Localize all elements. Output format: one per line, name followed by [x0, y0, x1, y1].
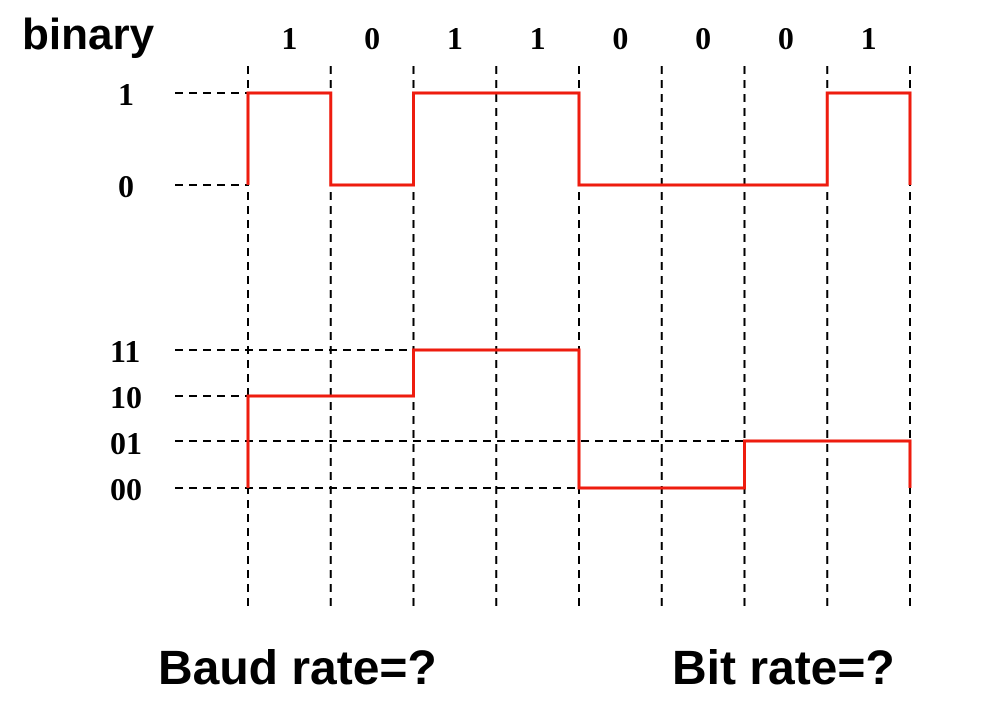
quaternary-level-label-01: 01 — [110, 425, 142, 461]
quaternary-levels: 11 10 01 00 — [110, 333, 910, 507]
quaternary-waveform — [246, 348, 912, 490]
quaternary-guide-lines — [175, 349, 910, 489]
binary-levels: 1 0 — [118, 76, 248, 204]
quaternary-level-label-11: 11 — [110, 333, 140, 369]
title-binary: binary — [22, 10, 155, 59]
binary-level-label-1: 1 — [118, 76, 134, 112]
bit-rate-question: Bit rate=? — [672, 642, 895, 695]
quaternary-level-label-10: 10 — [110, 379, 142, 415]
bit-label: 0 — [364, 20, 380, 56]
bit-label: 1 — [447, 20, 463, 56]
bit-label: 1 — [861, 20, 877, 56]
baud-rate-question: Baud rate=? — [158, 642, 437, 695]
binary-level-label-0: 0 — [118, 168, 134, 204]
binary-waveform — [246, 91, 912, 187]
quaternary-level-label-00: 00 — [110, 471, 142, 507]
bit-label: 0 — [778, 20, 794, 56]
bit-label: 0 — [612, 20, 628, 56]
binary-guide-lines — [175, 92, 248, 186]
bit-labels: 1 0 1 1 0 0 0 1 — [281, 20, 876, 56]
bit-label: 0 — [695, 20, 711, 56]
bit-label: 1 — [281, 20, 297, 56]
bit-label: 1 — [530, 20, 546, 56]
